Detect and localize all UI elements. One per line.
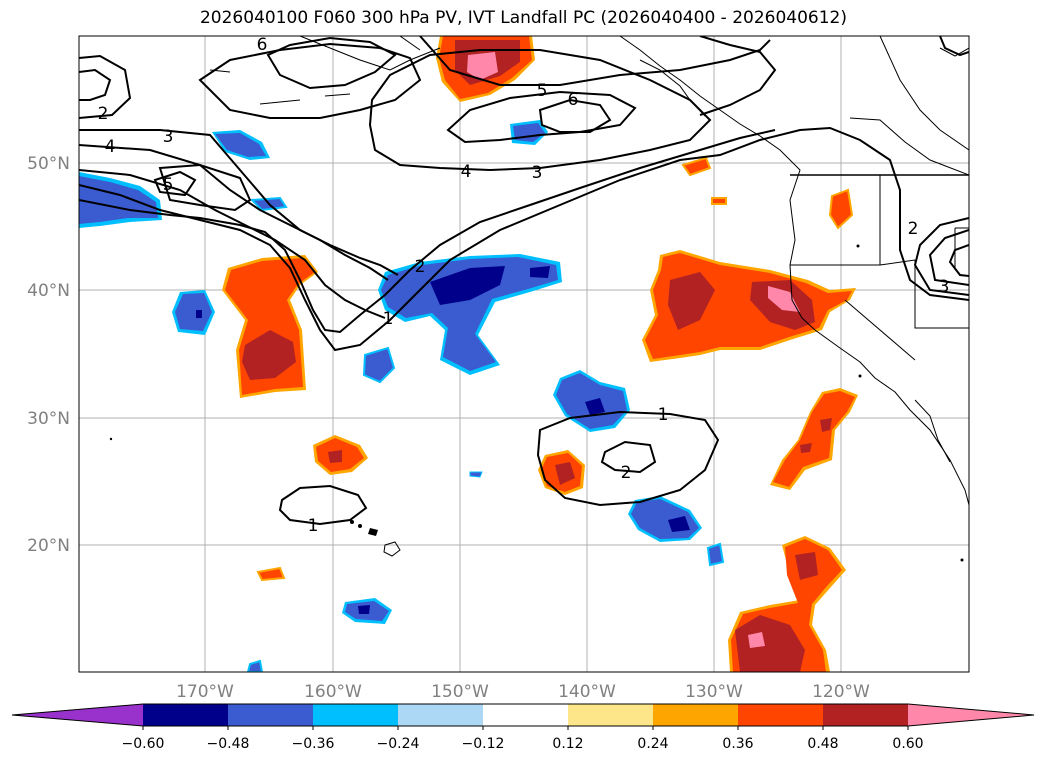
pv-contours [79, 36, 969, 526]
contour-label: 5 [163, 175, 174, 195]
contour-label: 5 [537, 81, 548, 101]
colorbar-tick-label: −0.12 [462, 736, 505, 752]
contour-label: 3 [939, 277, 950, 297]
colorbar-band [738, 704, 823, 726]
positive-ivt-areas [222, 36, 858, 672]
lon-label: 130°W [685, 682, 743, 702]
colorbar-band [313, 704, 398, 726]
contour-label: 6 [257, 35, 268, 55]
blue-area-tiny [469, 471, 483, 478]
colorbar-tick-label: 0.60 [892, 736, 923, 752]
warm-area-west-40n [222, 255, 318, 398]
islands [109, 244, 964, 562]
colorbar-tick-label: 0.48 [807, 736, 838, 752]
contour-label: 4 [461, 162, 472, 182]
blue-area-left-mid [172, 290, 215, 335]
pv-contour-labels: 6 2 4 3 5 4 3 5 6 2 1 1 2 1 2 3 [98, 35, 950, 536]
contour-label: 2 [908, 219, 919, 239]
lon-label: 150°W [431, 682, 489, 702]
colorbar: −0.60 −0.48 −0.36 −0.24 −0.12 0.12 0.24 0.36 0.4… [11, 703, 1035, 752]
lon-label: 140°W [558, 682, 616, 702]
colorbar-band [653, 704, 738, 726]
warm-area-south-east [728, 536, 846, 672]
colorbar-band [143, 704, 228, 726]
warm-area-bc-tiny [711, 197, 727, 205]
contour-label: 3 [532, 163, 543, 183]
colorbar-extend-high [908, 704, 1034, 726]
warm-area-canada-small [828, 188, 854, 230]
contour-label: 6 [568, 90, 579, 110]
blue-area-bottom-edge [246, 659, 264, 672]
colorbar-tick-label: −0.24 [377, 736, 420, 752]
latitude-labels: 20°N 30°N 40°N 50°N [27, 154, 70, 556]
colorbar-extend-low [12, 704, 143, 726]
map-title: 2026040100 F060 300 hPa PV, IVT Landfall… [199, 8, 847, 28]
blue-area-gulf-of-alaska-north [212, 130, 270, 160]
warm-area-small-18n [256, 566, 286, 582]
blue-area-east-22n [628, 496, 702, 542]
warm-area-northeast-pacific [642, 250, 856, 362]
coastlines [209, 36, 969, 506]
contour-label: 2 [415, 257, 426, 277]
colorbar-tick-label: 0.12 [552, 736, 583, 752]
colorbar-tick-label: 0.36 [722, 736, 753, 752]
lat-label: 30°N [27, 409, 70, 429]
blue-area-south [342, 598, 392, 624]
blue-area-small-east-20n [706, 542, 725, 567]
warm-area-baja [770, 388, 858, 490]
warm-area-bc-small [681, 156, 712, 177]
contour-label: 3 [163, 127, 174, 147]
blue-area-east-30n [553, 370, 630, 432]
map-frame [78, 35, 970, 673]
colorbar-band [483, 704, 568, 726]
longitude-labels: 170°W 160°W 150°W 140°W 130°W 120°W [176, 682, 870, 702]
colorbar-band [398, 704, 483, 726]
colorbar-band [823, 704, 908, 726]
colorbar-tick-label: −0.36 [292, 736, 335, 752]
contour-label: 1 [658, 405, 669, 425]
colorbar-tick-label: −0.60 [122, 736, 165, 752]
contour-label: 1 [383, 309, 394, 329]
contour-label: 2 [621, 463, 632, 483]
blue-area-small-center [362, 346, 396, 384]
colorbar-band [228, 704, 313, 726]
contour-label: 2 [98, 104, 109, 124]
colorbar-tick-label: −0.48 [207, 736, 250, 752]
colorbar-band [568, 704, 653, 726]
lon-label: 120°W [812, 682, 870, 702]
lat-label: 40°N [27, 281, 70, 301]
contour-label: 4 [105, 137, 116, 157]
lon-label: 160°W [304, 682, 362, 702]
contour-label: 1 [308, 516, 319, 536]
lon-label: 170°W [176, 682, 234, 702]
lat-label: 50°N [27, 154, 70, 174]
lat-label: 20°N [27, 536, 70, 556]
colorbar-tick-label: 0.24 [637, 736, 668, 752]
warm-area-west-28n [313, 435, 368, 475]
